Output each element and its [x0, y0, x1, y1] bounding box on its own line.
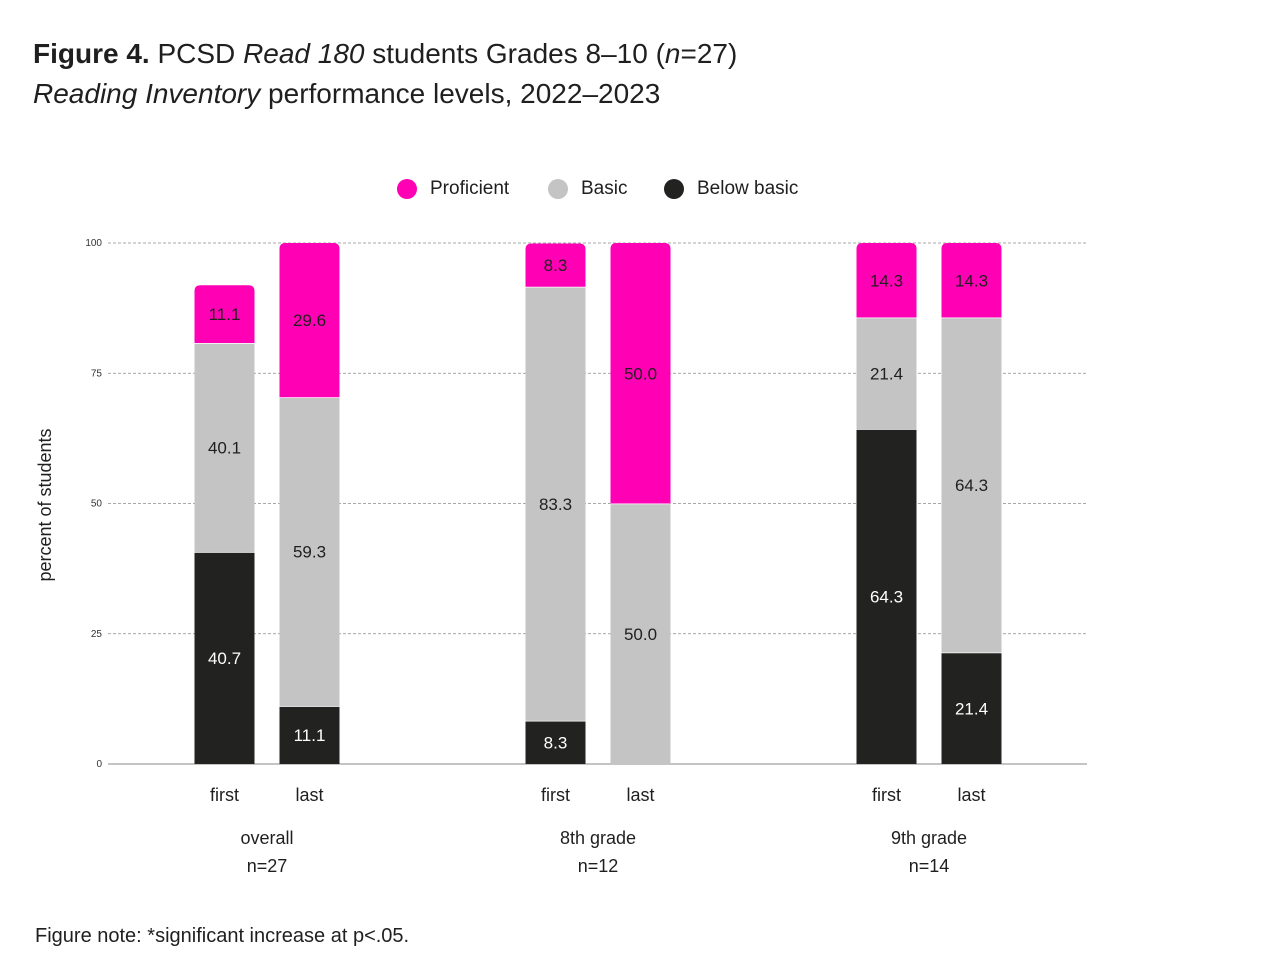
legend-swatch-proficient [397, 179, 417, 199]
data-label: 50.0 [624, 625, 657, 644]
title-text: PCSD [157, 38, 244, 69]
title-text-3: =27) [680, 38, 738, 69]
title-line-1: Figure 4. PCSD Read 180 students Grades … [33, 34, 737, 74]
y-tick-label: 50 [91, 499, 103, 510]
legend-item-basic: Basic [548, 172, 627, 206]
bar-segment-proficient [525, 243, 586, 287]
x-tick-label: last [957, 785, 985, 805]
data-label: 40.1 [208, 438, 241, 457]
bar-segment-below-basic [194, 551, 255, 764]
bar-segment-below-basic [941, 652, 1002, 764]
data-label: 59.3 [293, 543, 326, 562]
bar-segment-proficient [194, 285, 255, 344]
data-label: 21.4 [955, 699, 988, 718]
y-tick-label: 25 [91, 629, 103, 640]
title-text-2: students Grades 8–10 ( [364, 38, 665, 69]
title-n: n [664, 38, 681, 69]
x-tick-label: first [541, 785, 570, 805]
legend-swatch-basic [548, 179, 568, 199]
data-label: 40.7 [208, 649, 241, 668]
legend-label-proficient: Proficient [430, 178, 510, 199]
legend-label-basic: Basic [581, 178, 628, 199]
title-program: Read 180 [243, 38, 365, 69]
bar-segment-proficient [610, 243, 671, 504]
legend-label-below-basic: Below basic [697, 178, 799, 199]
title-assessment: Reading Inventory [33, 78, 261, 109]
data-label: 83.3 [539, 495, 572, 514]
x-tick-label: last [295, 785, 323, 805]
data-label: 50.0 [624, 364, 657, 383]
bar-segment-proficient [279, 243, 340, 398]
data-label: 14.3 [955, 271, 988, 290]
group-label: overall [240, 828, 293, 848]
data-label: 8.3 [544, 256, 568, 275]
x-tick-label: first [872, 785, 901, 805]
bar-segment-basic [610, 503, 671, 764]
data-label: 8.3 [544, 733, 568, 752]
bar-segment-basic [194, 343, 255, 552]
y-tick-label: 0 [96, 759, 102, 770]
bar-segment-below-basic [525, 720, 586, 764]
data-label: 29.6 [293, 311, 326, 330]
chart-title: Figure 4. PCSD Read 180 students Grades … [33, 34, 737, 114]
y-tick-label: 100 [85, 238, 102, 249]
data-label: 64.3 [955, 476, 988, 495]
figure-label: Figure 4. [33, 38, 150, 69]
y-tick-label: 75 [91, 368, 103, 379]
data-label: 11.1 [209, 305, 241, 324]
group-n-label: n=14 [909, 856, 950, 876]
bar-segment-proficient [941, 243, 1002, 318]
bar-segment-proficient [856, 243, 917, 318]
legend-item-below-basic: Below basic [664, 172, 798, 206]
bar-segment-below-basic [279, 706, 340, 764]
group-label: 8th grade [560, 828, 636, 848]
title-line-2: Reading Inventory performance levels, 20… [33, 74, 737, 114]
group-n-label: n=27 [247, 856, 288, 876]
y-axis-label: percent of students [35, 428, 55, 581]
title-subtitle: performance levels, 2022–2023 [260, 78, 661, 109]
bar-segment-basic [279, 397, 340, 707]
bar-segment-basic [856, 317, 917, 429]
group-n-label: n=12 [578, 856, 619, 876]
data-label: 11.1 [294, 726, 326, 745]
data-label: 21.4 [870, 364, 903, 383]
data-label: 14.3 [870, 271, 903, 290]
bar-segment-basic [941, 317, 1002, 653]
legend: Proficient Basic Below basic [0, 172, 1190, 206]
figure-note: Figure note: *significant increase at p<… [35, 925, 410, 947]
legend-swatch-below-basic [664, 179, 684, 199]
x-tick-label: first [210, 785, 239, 805]
x-tick-label: last [626, 785, 654, 805]
data-label: 64.3 [870, 587, 903, 606]
bar-segment-basic [525, 286, 586, 721]
bar-segment-below-basic [856, 428, 917, 764]
group-label: 9th grade [891, 828, 967, 848]
legend-item-proficient: Proficient [397, 172, 509, 206]
